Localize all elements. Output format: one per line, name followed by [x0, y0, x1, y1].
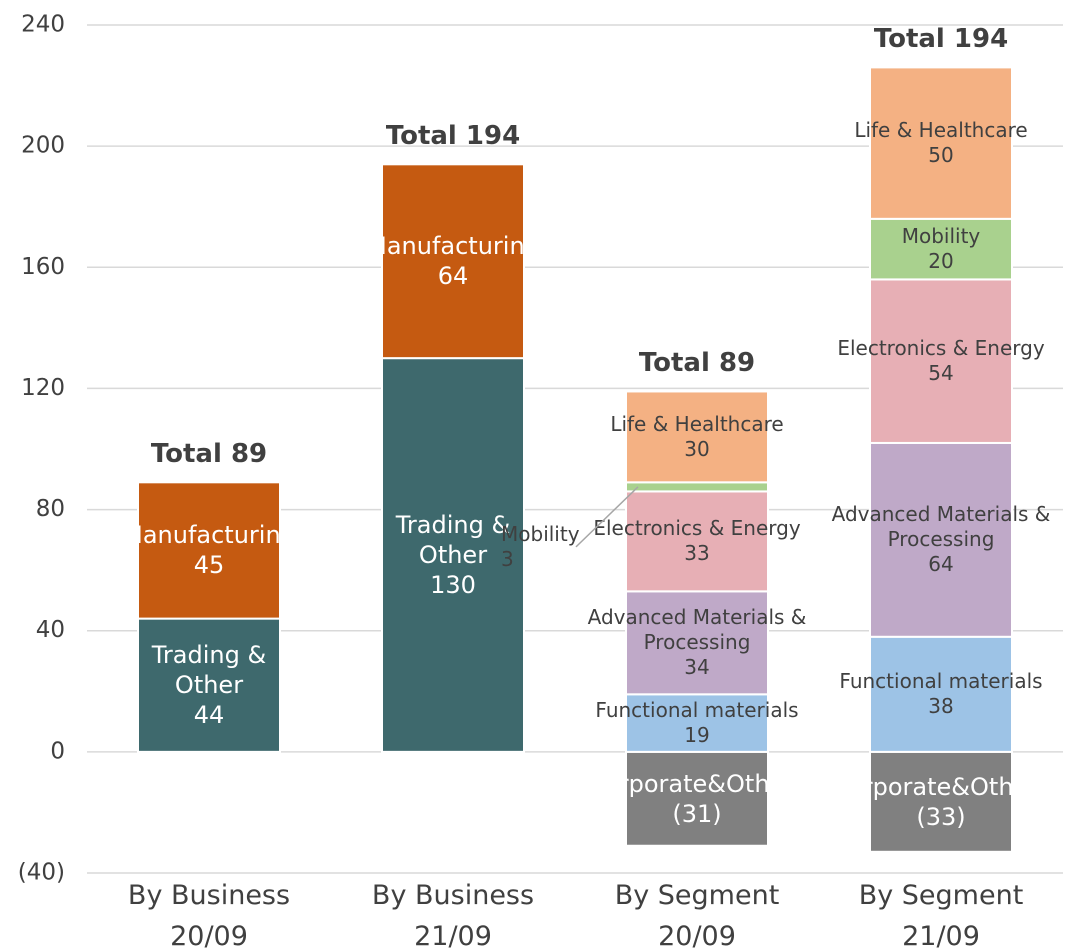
segment-name: Advanced Materials & Processing — [831, 502, 1051, 552]
segment-label: Life & Healthcare 30 — [572, 337, 822, 537]
segment-value: (33) — [916, 802, 966, 831]
segment-name: Trading & Other — [151, 641, 267, 700]
segment-label: Mobility 20 — [816, 149, 1066, 349]
x-tick-label: By Business 21/09 — [371, 880, 535, 950]
x-tick-label: By Segment 21/09 — [858, 880, 1024, 950]
segment-label: Mobility 3 — [501, 507, 611, 587]
segment-name: Electronics & Energy — [837, 336, 1045, 361]
total-label: Total 194 — [874, 24, 1008, 54]
x-tick-label: By Business 20/09 — [127, 880, 291, 950]
y-tick-label: 160 — [21, 254, 65, 280]
bar-segment — [869, 217, 1013, 281]
segment-name: Advanced Materials & Processing — [587, 605, 807, 655]
x-tick-label: By Segment 20/09 — [614, 880, 780, 950]
segment-name: Corporate&Others — [587, 769, 807, 798]
bar-segment — [625, 590, 769, 696]
segment-label: Manufacturing 64 — [366, 161, 540, 361]
bar-segment — [381, 357, 525, 753]
segment-name: Manufacturing — [122, 521, 296, 550]
bar-segment — [869, 66, 1013, 220]
segment-value: 130 — [430, 571, 476, 599]
leader-line — [575, 486, 639, 548]
x-tick-box: By Business 21/09 — [371, 880, 535, 950]
segment-name: Functional materials — [595, 698, 799, 723]
bar-segment — [625, 750, 769, 847]
segment-value: 45 — [193, 551, 225, 580]
segment-name: Mobility — [901, 224, 981, 249]
segment-value: 44 — [193, 701, 225, 730]
segment-value: 38 — [928, 694, 954, 719]
y-tick-label: 120 — [21, 375, 65, 401]
bar-segment — [869, 750, 1013, 853]
segment-value: 64 — [928, 552, 954, 577]
segment-name: Corporate&Others — [831, 772, 1051, 801]
x-tick-box: By Segment 21/09 — [858, 880, 1024, 950]
segment-label: Manufacturing 45 — [122, 450, 296, 650]
segment-name: Electronics & Energy — [593, 516, 801, 541]
x-tick-box: By Business 20/09 — [127, 880, 291, 950]
segment-value: 30 — [684, 436, 710, 461]
y-tick-label: 80 — [36, 496, 65, 522]
segment-label: Life & Healthcare 50 — [816, 43, 1066, 243]
bar-segment — [381, 163, 525, 360]
y-tick-label: 40 — [36, 617, 65, 643]
segment-value: 50 — [928, 143, 954, 168]
total-label: Total 89 — [639, 348, 755, 378]
segment-label-box: Corporate&Others(33) — [831, 702, 1050, 902]
segment-label: Corporate&Others (31) — [587, 699, 806, 899]
segment-label: Trading & Other 130 — [388, 455, 518, 655]
bar-segment — [869, 278, 1013, 444]
bar-segment — [137, 617, 281, 753]
segment-label: Electronics & Energy 33 — [572, 441, 822, 641]
bar-segment — [625, 490, 769, 593]
segment-value: 64 — [437, 262, 469, 291]
segment-label-box: Corporate&Others(31) — [587, 699, 806, 899]
segment-value: (31) — [672, 799, 722, 828]
segment-name: Mobility — [501, 521, 580, 546]
segment-label: Electronics & Energy 54 — [816, 261, 1066, 461]
segment-value: 3 — [501, 546, 514, 571]
segment-value: 19 — [684, 723, 710, 748]
segment-label: Functional materials 19 — [572, 623, 822, 823]
segment-name: Manufacturing — [366, 232, 540, 261]
bar-segment — [869, 441, 1013, 638]
y-tick-label: 0 — [50, 738, 65, 764]
segment-name: Life & Healthcare — [610, 411, 784, 436]
segment-label: Corporate&Others (33) — [831, 702, 1050, 902]
bar-segment — [137, 481, 281, 620]
segment-label: Functional materials 38 — [816, 594, 1066, 794]
segment-name: Life & Healthcare — [854, 118, 1028, 143]
segment-value: 54 — [928, 361, 954, 386]
segment-name: Trading & Other — [395, 511, 511, 569]
segment-label: Advanced Materials & Processing 34 — [572, 543, 822, 743]
segment-value: 33 — [684, 541, 710, 566]
bar-segment — [625, 390, 769, 484]
segment-value: 20 — [928, 249, 954, 274]
total-label: Total 89 — [151, 439, 267, 469]
y-tick-label: 240 — [21, 12, 65, 38]
y-tick-label: (40) — [18, 860, 65, 886]
segment-name: Functional materials — [839, 669, 1043, 694]
segment-value: 34 — [684, 655, 710, 680]
segment-label: Advanced Materials & Processing 64 — [816, 440, 1066, 640]
total-label: Total 194 — [386, 121, 520, 151]
y-tick-label: 200 — [21, 133, 65, 159]
segment-label: Trading & Other 44 — [144, 585, 274, 785]
x-tick-box: By Segment 20/09 — [614, 880, 780, 950]
